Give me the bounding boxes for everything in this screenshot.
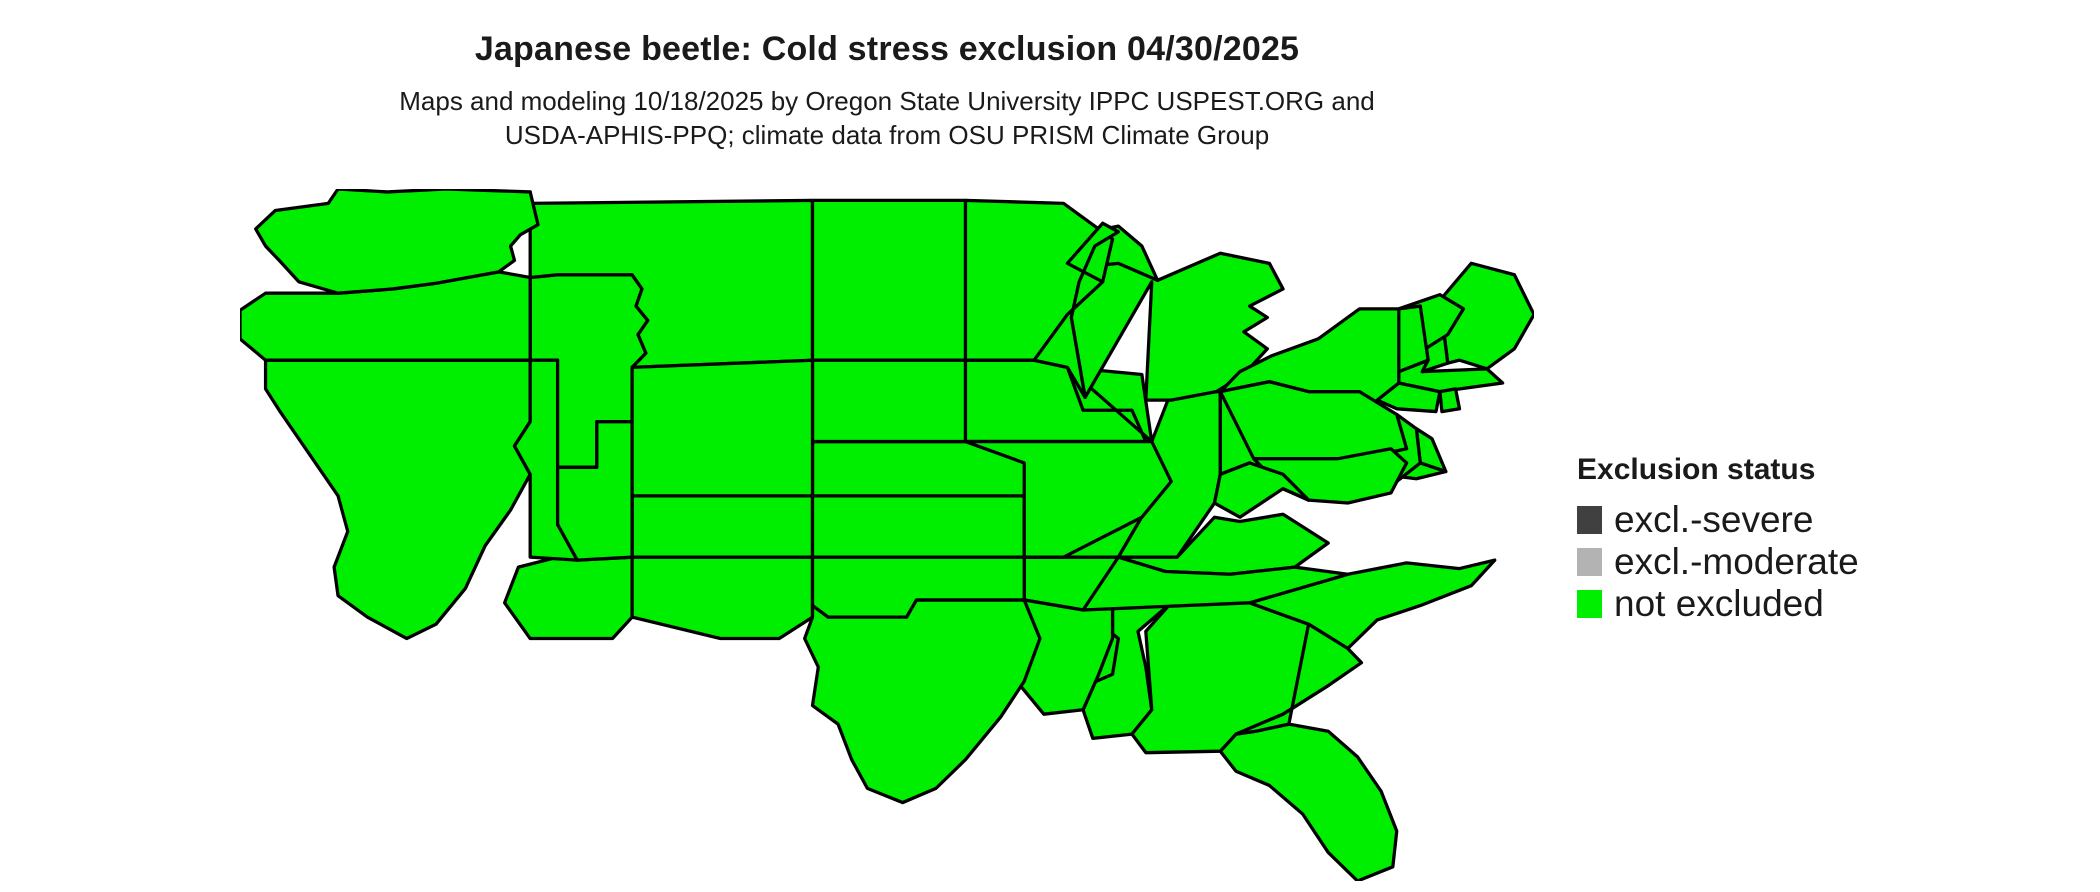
IA [965, 360, 1151, 441]
NM [632, 557, 812, 638]
AZ [505, 557, 633, 638]
KS [812, 496, 1024, 557]
CA [266, 360, 531, 638]
WY [632, 360, 812, 496]
NE [812, 442, 1024, 496]
FL [1220, 724, 1396, 881]
SD [812, 360, 965, 441]
TX [805, 600, 1040, 803]
RI [1440, 389, 1460, 412]
ND [812, 200, 965, 360]
